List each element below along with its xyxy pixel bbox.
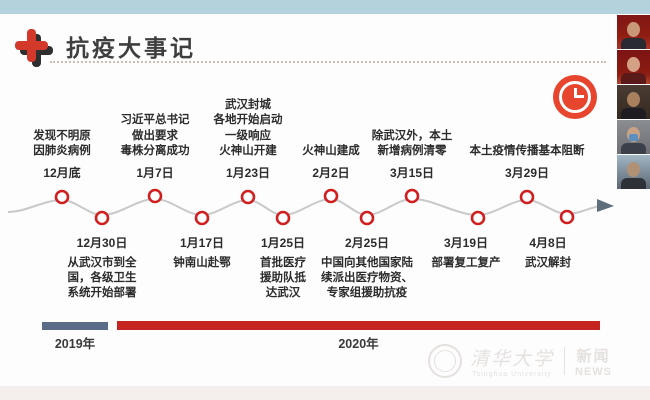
participant-face: [627, 22, 640, 37]
event-date: 1月23日: [225, 166, 271, 180]
participant-body: [621, 143, 646, 154]
event-date: 4月8日: [529, 236, 567, 250]
event-text: 部署复工复产: [431, 257, 501, 269]
watermark-divider: [564, 347, 566, 375]
event-text: 武汉封城 各地开始启动 一级响应 火神山开建: [213, 99, 283, 157]
milestone-marker: [404, 188, 420, 204]
year-label-2020: 2020年: [338, 337, 379, 351]
timeline-event-below: 3月19日 部署复工复产: [411, 234, 521, 271]
event-text: 习近平总书记 做出要求 毒株分离成功: [120, 114, 190, 157]
milestone-marker: [519, 189, 535, 205]
participant-face: [627, 57, 640, 72]
event-date: 1月7日: [136, 166, 174, 180]
medical-cross-icon: [14, 28, 54, 68]
participant-video-3[interactable]: [617, 85, 650, 119]
timeline-event-below: 1月17日 钟南山赴鄂: [147, 234, 257, 271]
participant-body: [621, 178, 646, 189]
event-text: 从武汉市到全 国，各级卫生 系统开始部署: [67, 257, 137, 300]
milestone-marker: [323, 188, 339, 204]
timeline-event-below: 12月30日 从武汉市到全 国，各级卫生 系统开始部署: [47, 234, 157, 302]
timeline-event-above: 火神山建成 2月2日: [276, 144, 386, 181]
watermark-news-cn: 新闻: [576, 347, 611, 365]
face-mask: [629, 134, 638, 141]
event-date: 12月底: [43, 166, 81, 180]
tsinghua-logo-icon: [428, 344, 462, 378]
year-bar-2019: [42, 322, 108, 330]
timeline-event-above: 发现不明原 因肺炎病例 12月底: [7, 129, 117, 181]
event-date: 3月29日: [504, 166, 550, 180]
event-text: 首批医疗 援助队抵 达武汉: [260, 257, 306, 300]
timeline-event-below: 2月25日 中国向其他国家陆 续派出医疗物资、 专家组援助抗疫: [300, 234, 434, 302]
timeline-arrowhead: [597, 199, 614, 212]
participant-body: [621, 38, 646, 49]
watermark-news-en: NEWS: [575, 365, 613, 378]
timeline-event-above: 本土疫情传播基本阻断 3月29日: [443, 144, 611, 181]
page-title: 抗疫大事记: [66, 35, 196, 61]
participant-video-5[interactable]: [617, 155, 650, 189]
event-date: 1月17日: [179, 236, 225, 250]
event-text: 火神山建成: [302, 144, 360, 157]
participant-face: [627, 162, 640, 177]
event-date: 3月19日: [443, 236, 489, 250]
participant-video-strip: [617, 15, 650, 190]
milestone-marker: [275, 210, 291, 226]
milestone-marker: [559, 209, 575, 225]
window-chrome-strip: [0, 0, 650, 14]
clock-icon: [553, 75, 597, 119]
event-date: 12月30日: [76, 236, 128, 250]
participant-video-2[interactable]: [617, 50, 650, 84]
year-label-2019: 2019年: [54, 337, 96, 351]
milestone-marker: [359, 210, 375, 226]
event-text: 钟南山赴鄂: [173, 257, 231, 269]
timeline-wave-line: [7, 197, 601, 217]
event-date: 2月25日: [344, 236, 390, 250]
milestone-marker: [240, 189, 256, 205]
event-text: 本土疫情传播基本阻断: [469, 144, 585, 157]
participant-video-1[interactable]: [617, 15, 650, 49]
timeline-event-below: 1月25日 首批医疗 援助队抵 达武汉: [228, 234, 338, 302]
event-text: 除武汉外，本土 新增病例清零: [371, 129, 453, 157]
milestone-marker: [470, 210, 486, 226]
event-date: 1月25日: [260, 236, 306, 250]
participant-body: [621, 108, 646, 119]
year-bar-2020: [117, 321, 600, 330]
title-divider: [50, 61, 606, 63]
milestone-marker: [54, 189, 70, 205]
milestone-marker: [194, 210, 210, 226]
event-date: 2月2日: [312, 166, 350, 180]
tsinghua-news-watermark: 清华大学 Tsinghua University 新闻 NEWS: [428, 344, 612, 378]
timeline-event-above: 除武汉外，本土 新增病例清零 3月15日: [352, 129, 472, 181]
timeline-event-above: 习近平总书记 做出要求 毒株分离成功 1月7日: [100, 113, 210, 181]
milestone-marker: [94, 210, 110, 226]
event-text: 发现不明原 因肺炎病例: [33, 129, 91, 157]
timeline-event-below: 4月8日 武汉解封: [493, 234, 603, 271]
watermark-university-en: Tsinghua University: [472, 371, 552, 378]
bottom-strip: [0, 386, 650, 400]
milestone-marker: [147, 188, 163, 204]
event-text: 中国向其他国家陆 续派出医疗物资、 专家组援助抗疫: [321, 257, 413, 300]
event-date: 3月15日: [389, 166, 435, 180]
event-text: 武汉解封: [525, 257, 571, 269]
participant-body: [621, 73, 646, 84]
timeline-event-above: 武汉封城 各地开始启动 一级响应 火神山开建 1月23日: [191, 98, 305, 181]
participant-video-4[interactable]: [617, 120, 650, 154]
participant-face: [627, 92, 640, 107]
watermark-university-cn: 清华大学: [470, 349, 555, 370]
